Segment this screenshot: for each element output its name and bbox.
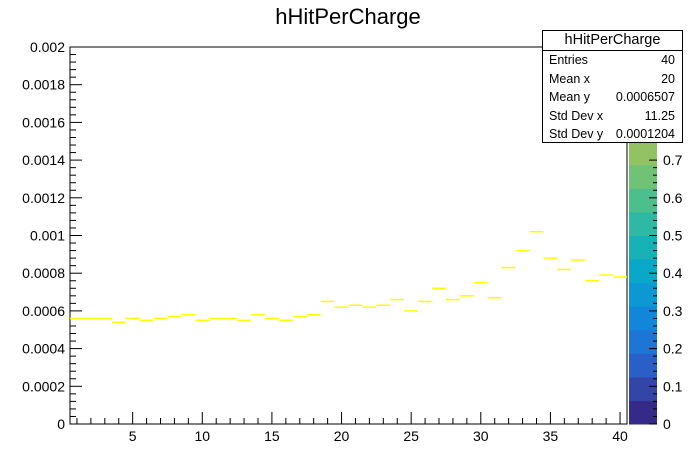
stats-value: 40 bbox=[661, 53, 675, 67]
y-tick-label: 0.002 bbox=[30, 39, 65, 55]
x-tick-label: 10 bbox=[194, 428, 210, 444]
y-tick-label: 0 bbox=[57, 416, 65, 432]
color-tick-label: 0 bbox=[663, 416, 671, 432]
y-tick-label: 0.0002 bbox=[22, 378, 65, 394]
stats-value: 11.25 bbox=[644, 108, 675, 123]
stats-value: 0.0006507 bbox=[615, 90, 675, 104]
stats-row-entries: Entries 40 bbox=[543, 51, 682, 70]
color-segment bbox=[629, 211, 657, 236]
stats-label: Std Dev x bbox=[549, 108, 604, 123]
y-tick-label: 0.0004 bbox=[22, 341, 65, 357]
y-tick-label: 0.0016 bbox=[22, 114, 65, 130]
color-tick-label: 0.5 bbox=[663, 228, 683, 244]
color-segment bbox=[629, 376, 657, 401]
color-segment bbox=[629, 259, 657, 284]
x-tick-label: 35 bbox=[543, 428, 559, 444]
y-tick-label: 0.0018 bbox=[22, 77, 65, 93]
color-scale-ticks: 0 0.1 0.2 0.3 0.4 0.5 0.6 0.7 bbox=[649, 152, 683, 432]
color-segment bbox=[629, 235, 657, 260]
stats-row-std-dev-y: Std Dev y 0.0001204 bbox=[543, 125, 682, 144]
stats-label: Entries bbox=[549, 53, 588, 67]
stats-label: Mean x bbox=[549, 71, 590, 86]
x-tick-label: 5 bbox=[129, 428, 137, 444]
x-tick-label: 15 bbox=[264, 428, 280, 444]
chart-title: hHitPerCharge bbox=[275, 4, 421, 29]
color-tick-label: 0.3 bbox=[663, 303, 683, 319]
stats-value: 0.0001204 bbox=[615, 127, 675, 141]
data-bins bbox=[70, 230, 627, 323]
statistics-box: hHitPerCharge Entries 40 Mean x 20 Mean … bbox=[542, 30, 683, 143]
color-segment bbox=[629, 329, 657, 354]
y-tick-label: 0.001 bbox=[30, 228, 65, 244]
color-segment bbox=[629, 400, 657, 425]
y-tick-label: 0.0006 bbox=[22, 303, 65, 319]
y-tick-label: 0.0012 bbox=[22, 190, 65, 206]
y-tick-label: 0.0014 bbox=[22, 152, 65, 168]
color-segment bbox=[629, 188, 657, 213]
x-tick-label: 20 bbox=[334, 428, 350, 444]
color-segment bbox=[629, 282, 657, 307]
color-segment bbox=[629, 164, 657, 189]
color-tick-label: 0.1 bbox=[663, 378, 683, 394]
color-tick-label: 0.6 bbox=[663, 190, 683, 206]
stats-row-std-dev-x: Std Dev x 11.25 bbox=[543, 107, 682, 126]
x-axis: 5 10 15 20 25 30 35 40 bbox=[76, 412, 628, 444]
color-segment bbox=[629, 353, 657, 378]
y-axis: 0 0.0002 0.0004 0.0006 0.0008 0.001 0.0012 0.00… bbox=[22, 39, 82, 432]
stats-label: Mean y bbox=[549, 90, 590, 104]
stats-value: 20 bbox=[661, 71, 675, 86]
x-tick-label: 40 bbox=[612, 428, 628, 444]
stats-label: Std Dev y bbox=[549, 127, 604, 141]
x-tick-label: 25 bbox=[403, 428, 419, 444]
color-tick-label: 0.7 bbox=[663, 152, 683, 168]
stats-title: hHitPerCharge bbox=[543, 31, 682, 51]
stats-row-mean-y: Mean y 0.0006507 bbox=[543, 88, 682, 107]
color-tick-label: 0.4 bbox=[663, 265, 683, 281]
color-tick-label: 0.2 bbox=[663, 341, 683, 357]
color-segment bbox=[629, 141, 657, 166]
stats-row-mean-x: Mean x 20 bbox=[543, 70, 682, 89]
y-tick-label: 0.0008 bbox=[22, 265, 65, 281]
color-segment bbox=[629, 306, 657, 331]
x-tick-label: 30 bbox=[473, 428, 489, 444]
